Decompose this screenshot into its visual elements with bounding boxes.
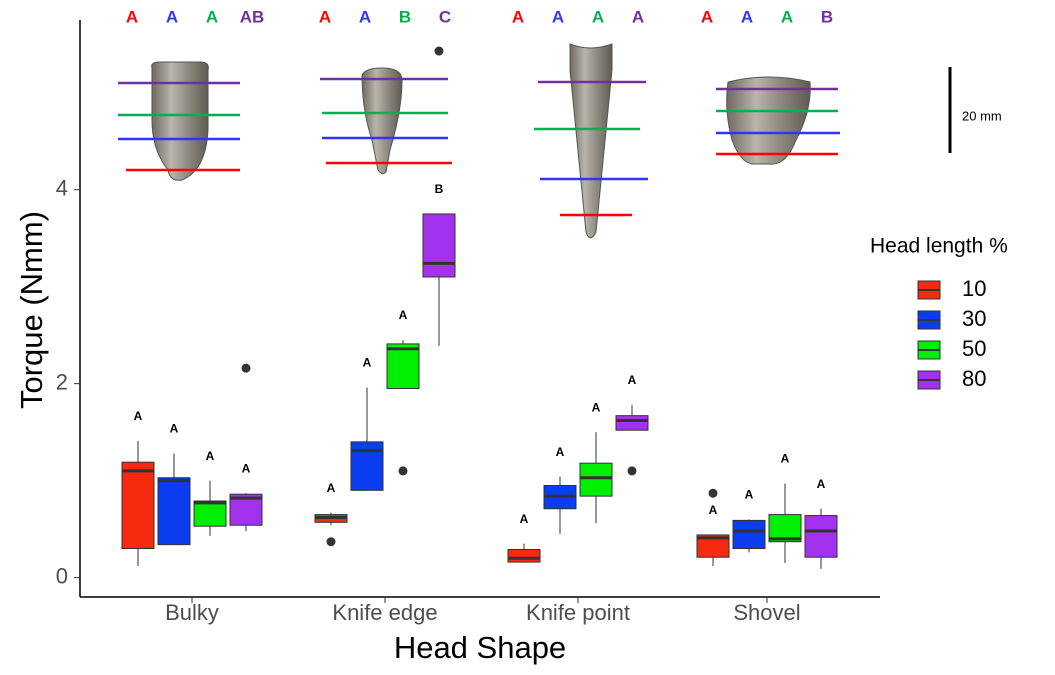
top-letter: A bbox=[166, 7, 178, 26]
top-letter: A bbox=[741, 7, 753, 26]
significance-letter: A bbox=[134, 409, 143, 423]
y-tick-label: 0 bbox=[56, 563, 68, 588]
outlier bbox=[399, 466, 408, 475]
significance-letter: A bbox=[781, 452, 790, 466]
chart: 20 mm Torque (Nmm) Head Shape Head lengt… bbox=[0, 0, 1055, 670]
box bbox=[158, 478, 190, 545]
top-letter: A bbox=[781, 7, 793, 26]
y-axis-label: Torque (Nmm) bbox=[14, 211, 49, 409]
top-letter: C bbox=[439, 7, 451, 26]
top-letter: AB bbox=[240, 7, 265, 26]
significance-letter: A bbox=[242, 461, 251, 475]
outlier bbox=[628, 466, 637, 475]
box bbox=[423, 214, 455, 277]
significance-letter: A bbox=[170, 422, 179, 436]
y-tick-label: 4 bbox=[56, 176, 68, 201]
outlier bbox=[709, 489, 718, 498]
significance-letter: A bbox=[520, 512, 529, 526]
x-tick-label: Knife point bbox=[526, 600, 630, 625]
significance-letter: A bbox=[709, 503, 718, 517]
top-letter: B bbox=[399, 7, 411, 26]
head-images bbox=[118, 44, 950, 238]
top-letter: A bbox=[552, 7, 564, 26]
outlier bbox=[327, 537, 336, 546]
significance-letter: A bbox=[817, 477, 826, 491]
top-letter: A bbox=[206, 7, 218, 26]
box bbox=[616, 416, 648, 431]
top-letter: A bbox=[701, 7, 713, 26]
x-tick-label: Shovel bbox=[733, 600, 800, 625]
y-tick-label: 2 bbox=[56, 369, 68, 394]
top-letter: A bbox=[512, 7, 524, 26]
legend-title: Head length % bbox=[870, 235, 1008, 258]
legend-label: 80 bbox=[962, 366, 986, 391]
significance-letter: A bbox=[399, 308, 408, 322]
box bbox=[194, 501, 226, 526]
top-letter: A bbox=[592, 7, 604, 26]
box bbox=[580, 463, 612, 496]
significance-letter: A bbox=[327, 481, 336, 495]
significance-letter: A bbox=[745, 488, 754, 502]
significance-letter: A bbox=[363, 356, 372, 370]
outlier bbox=[242, 364, 251, 373]
x-tick-label: Knife edge bbox=[332, 600, 437, 625]
top-letter: A bbox=[126, 7, 138, 26]
legend-label: 50 bbox=[962, 336, 986, 361]
legend-label: 30 bbox=[962, 306, 986, 331]
top-letter: A bbox=[319, 7, 331, 26]
significance-letter: B bbox=[435, 182, 444, 196]
x-tick-label: Bulky bbox=[165, 600, 219, 625]
x-axis-label: Head Shape bbox=[394, 630, 566, 665]
top-letter: A bbox=[359, 7, 371, 26]
top-letter: B bbox=[821, 7, 833, 26]
significance-letter: A bbox=[556, 445, 565, 459]
legend-label: 10 bbox=[962, 276, 986, 301]
box bbox=[733, 520, 765, 548]
box bbox=[805, 516, 837, 558]
box bbox=[122, 462, 154, 548]
significance-letter: A bbox=[628, 373, 637, 387]
box bbox=[508, 549, 540, 562]
box bbox=[387, 344, 419, 389]
significance-letter: A bbox=[592, 400, 601, 414]
scale-bar-label: 20 mm bbox=[962, 108, 1002, 123]
top-letter: A bbox=[632, 7, 644, 26]
significance-letter: A bbox=[206, 449, 215, 463]
outlier bbox=[435, 47, 444, 56]
